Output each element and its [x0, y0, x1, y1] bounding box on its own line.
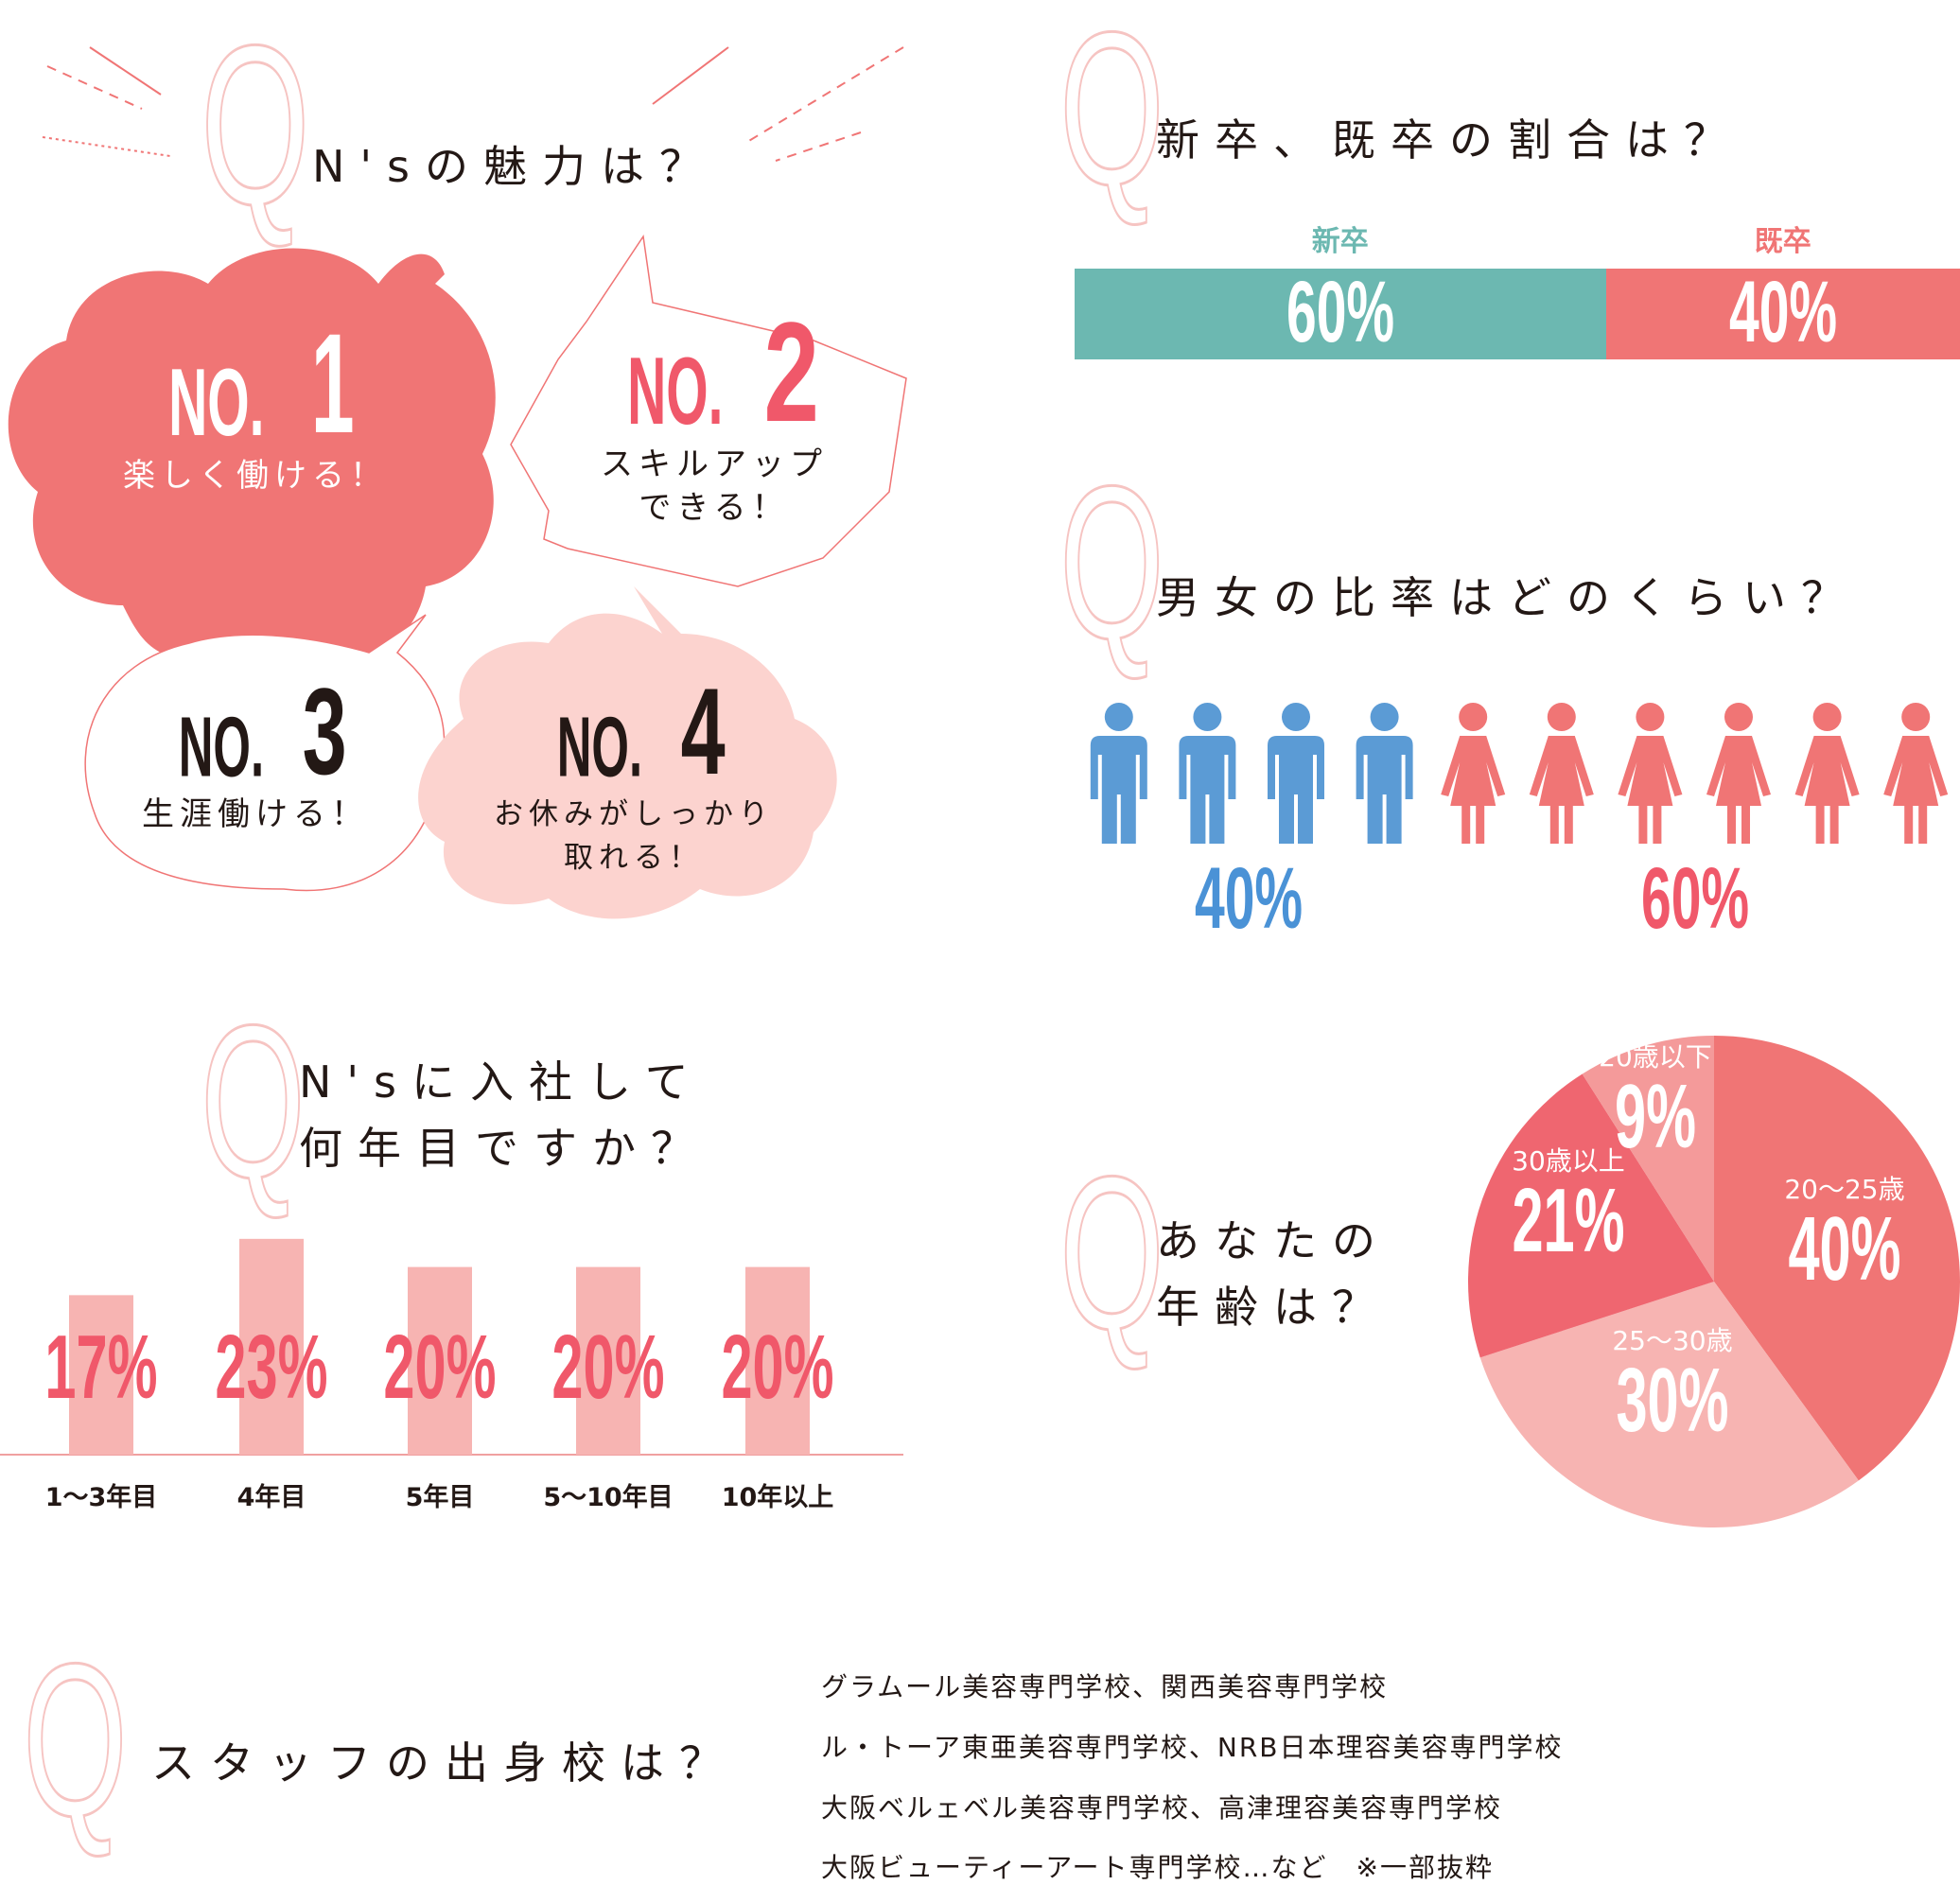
pie-slice-label-2: 30歳以上 [1512, 1145, 1625, 1177]
q1-q-icon: Q [200, 0, 311, 252]
q4-title-line2: 何年目ですか？ [299, 1123, 709, 1174]
no1-label: 楽しく働ける！ [123, 457, 388, 495]
bubble-no4-shape [418, 586, 837, 919]
q4-title-line1: N'sに入社して [299, 1056, 704, 1108]
q1-bubbles [8, 234, 907, 919]
bar-1 [239, 1238, 304, 1455]
no2-prefix: NO. [626, 338, 723, 445]
school-line-3: 大阪ベルェベル美容専門学校、高津理容美容専門学校 [821, 1792, 1503, 1824]
bar-0 [69, 1295, 133, 1455]
q5-title-line2: 年齢は？ [1156, 1282, 1391, 1333]
no4-label-line2: 取れる！ [564, 841, 704, 875]
q2-value-label-1: 40% [1606, 265, 1960, 359]
pie-slice-1 [1479, 1282, 1859, 1527]
no3-prefix: NO. [178, 700, 265, 795]
bar-4 [745, 1266, 810, 1455]
q3-pictogram [1090, 703, 1949, 844]
bubble-no3: NO. 3 生涯働ける！ [104, 670, 407, 836]
q2-stacked-bar [1075, 269, 1960, 359]
no4-number: 4 [680, 662, 726, 800]
pie-slice-label-3: 20歳以下 [1599, 1041, 1712, 1073]
male-person-icon [1090, 703, 1147, 844]
q3-male-value: 40% [1194, 850, 1304, 947]
male-person-icon [1356, 703, 1413, 844]
no2-label-line1: スキルアップ [601, 445, 828, 483]
male-person-icon [1268, 703, 1324, 844]
female-person-icon [1529, 703, 1594, 844]
q4-q-icon: Q [200, 980, 306, 1223]
q3-title: 男女の比率はどのくらい？ [1156, 572, 1860, 623]
q2-value-label-0: 60% [1075, 265, 1606, 359]
q2-category-label-1: 既卒 [1754, 225, 1811, 258]
no4-label-line1: お休みがしっかり [494, 797, 774, 831]
pie-slice-2 [1468, 1073, 1714, 1358]
category-label-1: 4年目 [237, 1482, 306, 1512]
female-person-icon [1618, 703, 1683, 844]
no2-label-line2: できる！ [639, 489, 790, 527]
q2-q-icon: Q [1059, 0, 1165, 230]
bar-value-label-2: 20% [383, 1316, 496, 1417]
pie-slice-0 [1714, 1036, 1960, 1481]
bar-value-label-3: 20% [551, 1316, 664, 1417]
bar-value-label-4: 20% [721, 1316, 833, 1417]
no2-number: 2 [763, 292, 819, 451]
category-label-4: 10年以上 [722, 1482, 834, 1512]
bar-3 [576, 1266, 640, 1455]
no1-prefix: NO. [167, 349, 264, 457]
q5-title-line1: あなたの [1156, 1215, 1391, 1266]
school-line-2: ル・トーア東亜美容専門学校、NRB日本理容美容専門学校 [821, 1732, 1564, 1763]
q2-title: 新卒、既卒の割合は？ [1156, 114, 1742, 166]
pie-slice-value-3: 9% [1615, 1065, 1696, 1166]
q6-q-icon: Q [22, 1618, 129, 1861]
bar-2 [408, 1266, 472, 1455]
burst-lines-decoration [42, 46, 904, 162]
pie-slice-label-0: 20〜25歳 [1784, 1174, 1904, 1205]
no3-number: 3 [302, 662, 347, 800]
q3-female-value: 60% [1640, 850, 1750, 947]
bar-value-label-1: 23% [215, 1316, 327, 1417]
q2-value-text-1: 40% [1728, 264, 1837, 360]
bubble-no2: NO. 2 スキルアップ できる！ [563, 301, 866, 530]
no3-label: 生涯働ける！ [142, 795, 369, 833]
q5-q-icon: Q [1059, 1131, 1165, 1374]
pie-slice-label-1: 25〜30歳 [1612, 1325, 1732, 1356]
q2-category-label-0: 新卒 [1311, 225, 1369, 258]
pie-slice-value-0: 40% [1788, 1197, 1900, 1299]
male-person-icon [1179, 703, 1236, 844]
school-line-1: グラムール美容専門学校、関西美容専門学校 [821, 1671, 1389, 1702]
no4-prefix: NO. [556, 700, 643, 795]
q2-segment-experienced [1605, 269, 1960, 359]
q3-male-label: 40% [1135, 847, 1362, 951]
q3-female-label: 60% [1582, 847, 1809, 951]
female-person-icon [1441, 703, 1506, 844]
bar-value-label-0: 17% [44, 1316, 157, 1417]
q2-value-text-0: 60% [1286, 264, 1394, 360]
category-label-0: 1〜3年目 [45, 1482, 158, 1512]
bubble-no1-shape [8, 248, 496, 689]
bubble-no1: NO. 1 楽しく働ける！ [104, 312, 407, 497]
pie-slice-3 [1582, 1036, 1714, 1282]
q3-q-icon: Q [1059, 441, 1165, 684]
no1-number: 1 [310, 304, 355, 463]
school-line-4: 大阪ビューティーアート専門学校…など ※一部抜粋 [821, 1852, 1494, 1883]
female-person-icon [1706, 703, 1771, 844]
category-label-3: 5〜10年目 [543, 1482, 673, 1512]
pie-slice-value-1: 30% [1616, 1349, 1728, 1450]
bubble-no2-shape [510, 234, 907, 587]
category-label-2: 5年目 [406, 1482, 475, 1512]
q1-title: N'sの魅力は？ [312, 141, 719, 192]
female-person-icon [1883, 703, 1949, 844]
female-person-icon [1794, 703, 1860, 844]
pie-slice-value-2: 21% [1512, 1169, 1624, 1270]
bubble-no4: NO. 4 お休みがしっかり 取れる！ [473, 670, 795, 880]
q2-segment-new-grad [1075, 269, 1606, 359]
q4-bar-chart: 17% 1〜3年目 23% 4年目 20% 5年目 20% 5〜10年目 20% 10年以上 [0, 1238, 903, 1512]
q6-title: スタッフの出身校は？ [151, 1737, 738, 1789]
